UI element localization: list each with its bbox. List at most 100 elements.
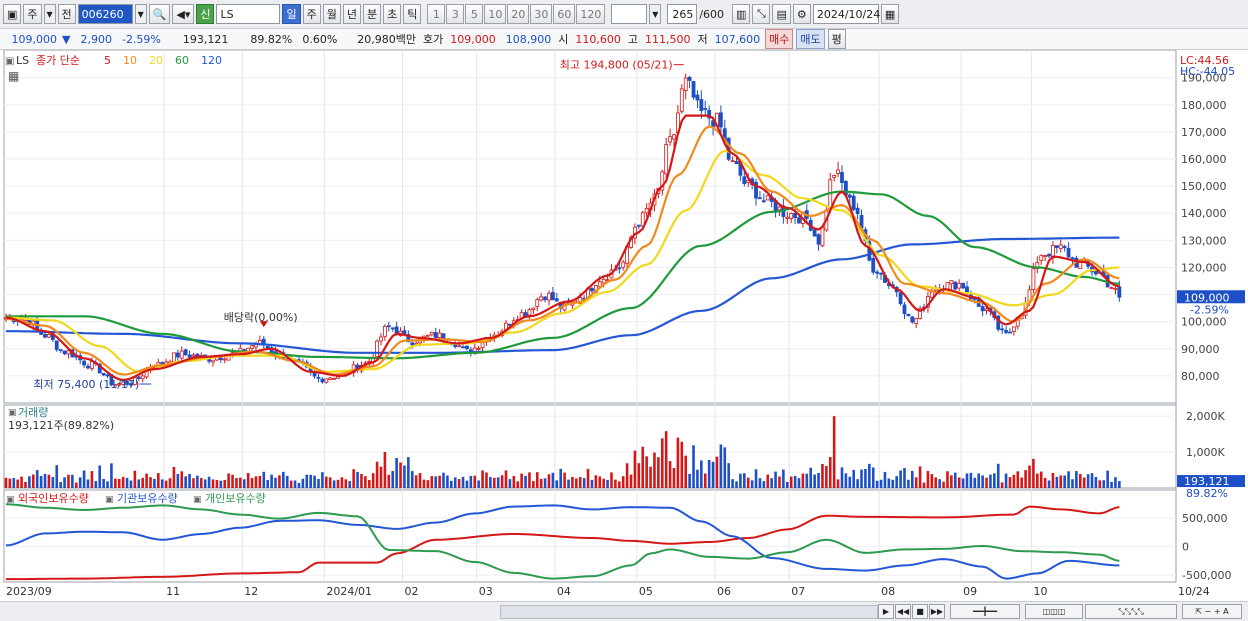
candle-body xyxy=(211,359,215,363)
volume-box-icon: ▣ xyxy=(8,408,17,418)
save-icon[interactable]: ▤ xyxy=(772,4,791,24)
volume-bar xyxy=(51,477,55,488)
minute-button-3[interactable]: 3 xyxy=(446,4,465,24)
high-annotation: 최고 194,800 (05/21) xyxy=(560,59,673,72)
sell-button[interactable]: 매도 xyxy=(796,29,825,49)
volume-bar xyxy=(836,479,840,488)
chart-area[interactable]: 2023/09 11 12 2024/01 02 03 04 05 06 07 08 09 10 10/2… xyxy=(0,49,1248,601)
volume-bar xyxy=(817,472,820,488)
minute-button-30[interactable]: 30 xyxy=(530,4,553,24)
dividend-annotation: 배당락(0.00%) xyxy=(224,311,298,324)
candle-body xyxy=(1113,288,1118,290)
volume-bar xyxy=(645,456,648,488)
candle-body xyxy=(902,304,907,315)
candle-body xyxy=(617,267,622,270)
period-select[interactable]: 주 xyxy=(23,4,42,24)
evaluate-button[interactable]: 평 xyxy=(827,29,846,49)
code-dropdown-icon[interactable]: ▼ xyxy=(134,4,147,24)
stock-name-field[interactable]: LS xyxy=(216,4,281,24)
candle-body xyxy=(590,288,594,292)
interval-button-5[interactable]: 초 xyxy=(383,4,402,24)
view-tools-icon[interactable]: ◫◫◫ xyxy=(1025,604,1083,619)
volume-bar xyxy=(145,473,148,488)
volume-bar xyxy=(63,477,66,488)
calendar-icon[interactable]: ▦ xyxy=(880,4,900,24)
interval-button-1[interactable]: 주 xyxy=(302,4,321,24)
candle-body xyxy=(402,330,407,334)
draw-tool-icon[interactable]: ⤡ xyxy=(752,4,771,24)
volume-bar xyxy=(446,475,449,488)
chart-scrollbar[interactable]: ▶ ◀◀ ■ ▶▶ ━━╋━━ ◫◫◫ ⤡⤡⤡⤡ ⇱ − + A xyxy=(0,601,1248,621)
layout-icon[interactable]: ▣ xyxy=(3,4,22,24)
zoom-slider[interactable]: ━━╋━━ xyxy=(950,604,1020,619)
interval-button-3[interactable]: 년 xyxy=(342,4,361,24)
candle-body xyxy=(1062,246,1067,249)
volume-bar xyxy=(35,470,39,488)
volume-bar xyxy=(477,480,480,488)
interval-button-6[interactable]: 틱 xyxy=(403,4,422,24)
volume-bar xyxy=(953,472,957,488)
volume-bar xyxy=(680,441,684,488)
candle-body xyxy=(54,340,59,350)
candle-body xyxy=(797,217,801,224)
volume-bar xyxy=(180,471,184,488)
holdings-series-label-0: 외국인보유수량 xyxy=(18,492,89,505)
volume-bar xyxy=(328,477,332,488)
scroll-right-icon[interactable]: ▶ xyxy=(878,604,894,619)
fast-forward-icon[interactable]: ▶▶ xyxy=(929,604,945,619)
volume-bar xyxy=(559,468,562,488)
volume-bar xyxy=(766,474,770,488)
minute-button-5[interactable]: 5 xyxy=(465,4,484,24)
volume-bar xyxy=(1028,465,1031,488)
minute-dropdown-icon[interactable]: ▼ xyxy=(649,4,662,24)
gear-icon[interactable]: ⚙ xyxy=(792,4,811,24)
minute-button-120[interactable]: 120 xyxy=(576,4,606,24)
volume-bar xyxy=(895,476,898,488)
volume-bar xyxy=(739,473,742,488)
buy-button[interactable]: 매수 xyxy=(765,29,794,49)
volume-bar xyxy=(754,469,758,488)
speaker-icon[interactable]: ◀▾ xyxy=(172,4,195,24)
volume-bar xyxy=(676,437,680,488)
candle-body xyxy=(539,296,544,301)
candle-body xyxy=(644,207,649,214)
minute-button-20[interactable]: 20 xyxy=(507,4,530,24)
candle-type-icon[interactable]: ▥ xyxy=(732,4,751,24)
search-icon[interactable]: 🔍 xyxy=(148,4,171,24)
scroll-track[interactable] xyxy=(500,604,878,619)
volume-bar xyxy=(282,471,285,488)
change-percent: -2.59% xyxy=(121,32,161,46)
stop-icon[interactable]: ■ xyxy=(912,604,928,619)
candle-body xyxy=(336,376,340,379)
interval-button-0[interactable]: 일 xyxy=(282,4,301,24)
count-input[interactable]: 265 xyxy=(667,4,698,24)
minute-button-10[interactable]: 10 xyxy=(484,4,507,24)
date-input[interactable]: 2024/10/24 xyxy=(812,4,880,24)
volume-bar xyxy=(723,447,727,488)
volume-bar xyxy=(305,474,309,488)
drawing-tools-icon[interactable]: ⤡⤡⤡⤡ xyxy=(1085,604,1177,619)
minute-button-60[interactable]: 60 xyxy=(553,4,576,24)
volume-bar xyxy=(946,471,949,488)
custom-minute-field[interactable] xyxy=(611,4,648,24)
period-dropdown-icon[interactable]: ▼ xyxy=(43,4,56,24)
interval-button-4[interactable]: 분 xyxy=(362,4,382,24)
stock-chart[interactable]: 2023/09 11 12 2024/01 02 03 04 05 06 07 08 09 10 10/2… xyxy=(0,49,1248,601)
candle-body xyxy=(320,378,325,383)
stock-code-input[interactable]: 006260 xyxy=(77,4,133,24)
volume-bar xyxy=(485,472,488,488)
volume-bar xyxy=(360,473,363,488)
volume-bar xyxy=(141,477,144,488)
candle-body xyxy=(527,309,532,316)
count-max: /600 xyxy=(699,7,725,21)
minute-button-1[interactable]: 1 xyxy=(427,4,446,24)
rewind-icon[interactable]: ◀◀ xyxy=(895,604,911,619)
prev-button[interactable]: 전 xyxy=(57,4,76,24)
candle-body xyxy=(812,229,817,237)
volume-bar xyxy=(758,478,762,488)
candle-body xyxy=(550,292,555,301)
candle-body xyxy=(672,134,676,140)
zoom-controls-icon[interactable]: ⇱ − + A xyxy=(1182,604,1242,619)
interval-button-2[interactable]: 월 xyxy=(322,4,341,24)
candle-body xyxy=(543,296,547,301)
